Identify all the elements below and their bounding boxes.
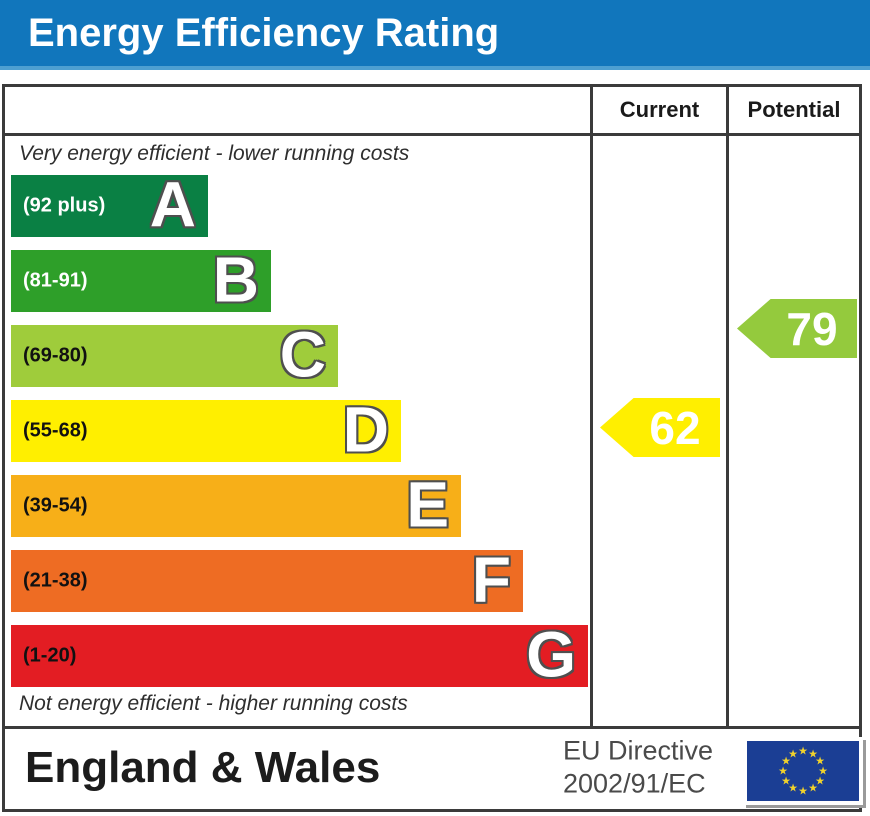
band-d-letter: D: [342, 393, 389, 466]
eu-flag-star: ★: [815, 775, 825, 788]
bottom-note: Not energy efficient - higher running co…: [19, 692, 408, 715]
band-d-bar: (55-68) D: [11, 393, 401, 466]
potential-rating-arrow: 79: [737, 299, 857, 358]
band-c-bar: (69-80) C: [11, 318, 338, 391]
column-header-row: Current Potential: [5, 87, 859, 133]
eu-flag-star: ★: [781, 755, 791, 768]
band-f-bar: (21-38) F: [11, 543, 523, 616]
eu-flag-star: ★: [788, 782, 798, 795]
band-c-range-label: (69-80): [23, 344, 88, 367]
current-rating-value: 62: [649, 401, 701, 454]
eu-directive-label: EU Directive 2002/91/EC: [563, 734, 713, 802]
band-b-bar: (81-91) B: [11, 243, 271, 316]
epc-chart: Current Potential Very energy efficient …: [2, 84, 863, 812]
title-bar: Energy Efficiency Rating: [0, 0, 870, 70]
band-b-letter: B: [212, 243, 259, 316]
footer-divider: [5, 726, 859, 729]
page-title: Energy Efficiency Rating: [28, 11, 500, 55]
potential-rating-value: 79: [786, 302, 838, 355]
eu-flag-star: ★: [788, 748, 798, 761]
eu-flag-star: ★: [818, 765, 828, 778]
band-a-bar: (92 plus) A: [11, 168, 208, 241]
eu-flag-star: ★: [808, 782, 818, 795]
band-e-letter: E: [406, 468, 449, 541]
band-g-bar: (1-20) G: [11, 618, 588, 691]
eu-flag-star: ★: [781, 775, 791, 788]
band-g-range-label: (1-20): [23, 644, 77, 667]
band-d-range-label: (55-68): [23, 419, 88, 442]
column-header-current: Current: [619, 97, 700, 122]
eu-flag-star: ★: [815, 755, 825, 768]
band-a-letter: A: [149, 168, 196, 241]
current-rating-arrow: 62: [600, 398, 720, 457]
band-f-range-label: (21-38): [23, 569, 88, 592]
eu-flag-star: ★: [798, 745, 808, 758]
eu-flag-icon: ★ ★ ★ ★ ★ ★ ★ ★ ★ ★ ★ ★: [743, 737, 863, 805]
eu-directive-line1: EU Directive: [563, 734, 714, 765]
eu-flag-star: ★: [798, 785, 808, 798]
top-note: Very energy efficient - lower running co…: [19, 142, 410, 165]
footer: England & Wales EU Directive 2002/91/EC …: [5, 729, 863, 806]
band-f-letter: F: [471, 543, 511, 616]
band-e-bar: (39-54) E: [11, 468, 461, 541]
eu-directive-line2: 2002/91/EC: [563, 768, 706, 799]
eu-flag-star: ★: [778, 765, 788, 778]
band-c-letter: C: [279, 318, 326, 391]
column-divider-potential: [726, 87, 729, 726]
band-a-range-label: (92 plus): [23, 194, 106, 217]
header-divider: [5, 133, 859, 136]
region-label: England & Wales: [25, 743, 381, 792]
eu-flag-star: ★: [808, 748, 818, 761]
band-g-letter: G: [526, 618, 576, 691]
column-divider-current: [590, 87, 593, 726]
band-e-range-label: (39-54): [23, 494, 88, 517]
band-b-range-label: (81-91): [23, 269, 88, 292]
chart-body: Very energy efficient - lower running co…: [5, 136, 859, 726]
column-header-potential: Potential: [747, 97, 841, 122]
